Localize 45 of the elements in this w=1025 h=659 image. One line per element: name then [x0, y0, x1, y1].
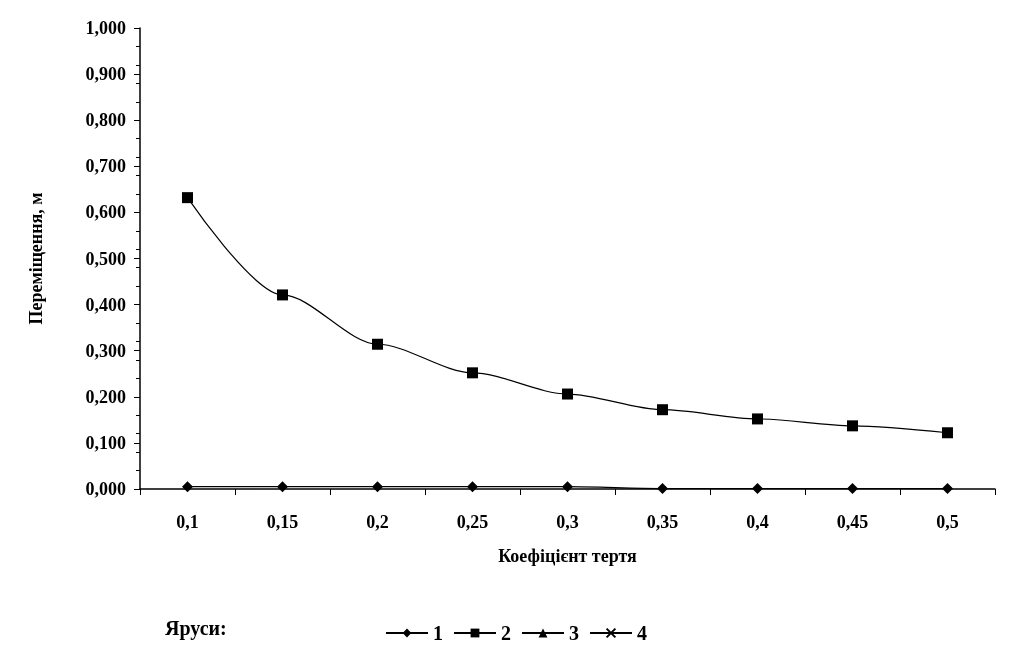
y-axis-title: Переміщення, м: [26, 192, 46, 325]
point: [467, 367, 478, 379]
point: [182, 481, 193, 493]
x-tick-label: 0,35: [646, 512, 679, 532]
y-tick-label: 0,600: [85, 202, 126, 223]
point: [562, 388, 573, 400]
y-tick-label: 0,500: [85, 248, 126, 269]
point: [277, 481, 288, 493]
x-axis-title: Коефіцієнт тертя: [498, 546, 638, 566]
point: [847, 483, 858, 495]
x-tick-label: 0,3: [556, 512, 579, 532]
point: [942, 427, 953, 439]
y-tick-label: 0,100: [85, 432, 126, 453]
y-tick-label: 0,400: [85, 294, 126, 315]
legend-label: 2: [501, 622, 511, 644]
x-tick-label: 0,5: [936, 512, 959, 532]
point: [752, 413, 763, 425]
point: [847, 420, 858, 432]
x-tick-label: 0,45: [836, 512, 869, 532]
point: [657, 404, 668, 416]
point: [562, 481, 573, 493]
point: [277, 289, 288, 301]
x-tick-label: 0,15: [266, 512, 299, 532]
x-tick-label: 0,4: [746, 512, 769, 532]
point: [752, 483, 763, 495]
point: [182, 192, 193, 204]
x-tick-label: 0,1: [176, 512, 199, 532]
legend-title: Яруси:: [165, 617, 227, 640]
x-tick-label: 0,2: [366, 512, 389, 532]
legend-label: 3: [569, 622, 579, 644]
y-tick-label: 1,000: [85, 18, 126, 38]
point: [657, 483, 668, 495]
y-tick-label: 0,800: [85, 110, 126, 131]
y-tick-label: 0,200: [85, 386, 126, 407]
y-tick-label: 0,000: [85, 479, 126, 499]
point: [372, 338, 383, 350]
point: [467, 481, 478, 493]
y-tick-label: 0,700: [85, 156, 126, 177]
legend-label: 4: [637, 622, 647, 644]
x-tick-label: 0,25: [456, 512, 489, 532]
y-tick-label: 0,900: [85, 64, 126, 85]
legend-label: 1: [433, 622, 443, 644]
point: [372, 481, 383, 493]
y-tick-label: 0,300: [85, 340, 126, 361]
point: [942, 483, 953, 495]
